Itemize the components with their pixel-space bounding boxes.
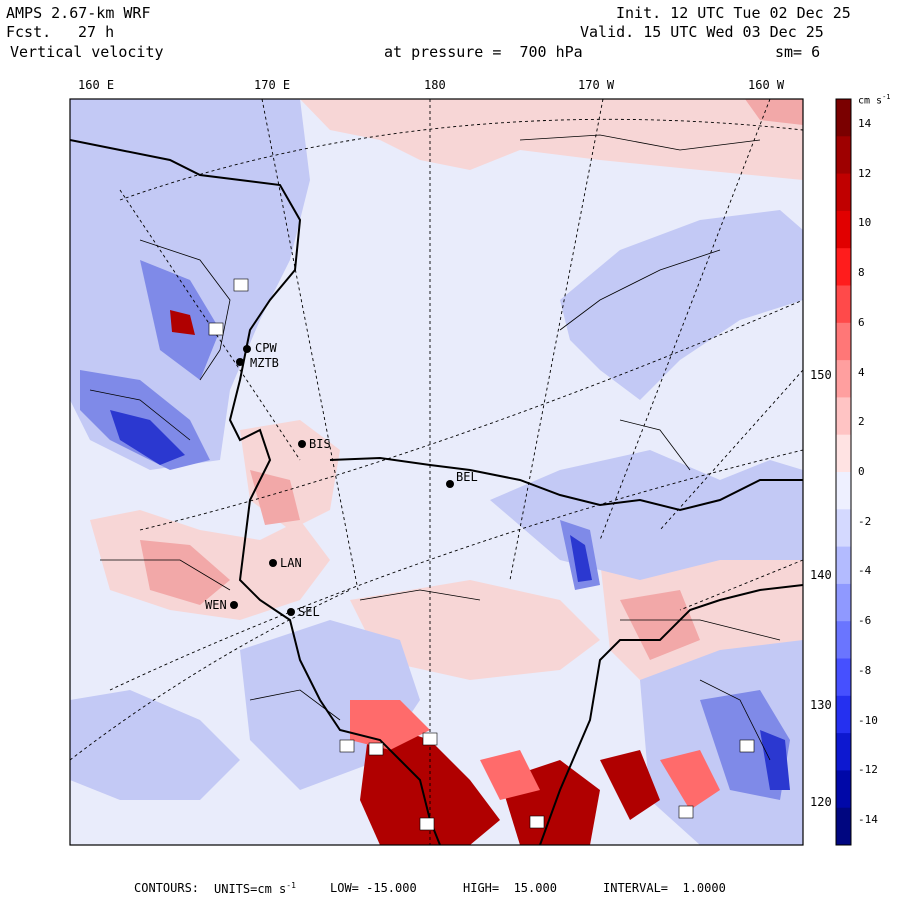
colorbar-segment	[836, 248, 851, 286]
colorbar-frame	[835, 98, 852, 846]
colorbar-units: cm s-1	[858, 93, 891, 107]
field-name: Vertical velocity	[10, 43, 164, 61]
colorbar-segment	[836, 136, 851, 175]
forecast-label: Fcst.	[6, 23, 52, 41]
colorbar-label: -8	[858, 663, 872, 677]
contour-label-boxes	[208, 278, 755, 831]
valid-time: Valid. 15 UTC Wed 03 Dec 25	[580, 23, 824, 41]
graticule	[70, 99, 803, 845]
coastline	[70, 139, 803, 845]
footer-contours: CONTOURS:	[134, 881, 200, 895]
colorbar-label: -10	[858, 713, 878, 727]
lon-label-160w: 160 W	[748, 78, 785, 92]
map-frame	[69, 98, 804, 846]
colorbar-label: 8	[858, 266, 865, 280]
colorbar-label: -12	[858, 763, 878, 777]
colorbar-label: -14	[858, 813, 878, 827]
lon-label-170w: 170 W	[578, 78, 615, 92]
init-time: Init. 12 UTC Tue 02 Dec 25	[616, 4, 851, 22]
colorbar-segment	[836, 770, 851, 809]
positive-regions	[90, 99, 803, 720]
colorbar-label: -2	[858, 514, 872, 528]
colorbar-label: -6	[858, 614, 872, 628]
colorbar-segment	[836, 621, 851, 659]
colorbar-segment	[836, 210, 851, 249]
colorbar-label: 14	[858, 116, 872, 130]
station-dot-lan	[269, 559, 277, 567]
station-dot-cpw	[243, 345, 251, 353]
lon-label-170e: 170 E	[254, 78, 291, 92]
station-cpw: CPW	[255, 341, 277, 355]
footer-interval: INTERVAL= 1.0000	[603, 881, 726, 895]
station-sel: SEL	[298, 605, 320, 619]
lon-label-160e: 160 E	[78, 78, 115, 92]
colorbar-segment	[836, 658, 851, 697]
colorbar-label: 12	[858, 166, 872, 180]
station-bis: BIS	[309, 437, 331, 451]
station-bel: BEL	[456, 470, 478, 484]
map-field	[70, 99, 803, 845]
colorbar-label: 4	[858, 365, 865, 379]
colorbar-label: 6	[858, 315, 865, 329]
forecast-hours: 27 h	[78, 23, 115, 41]
strong-updraft-cores	[110, 410, 790, 790]
station-dot-wen	[230, 601, 238, 609]
colorbar-segment	[836, 99, 851, 137]
colorbar-segments	[836, 99, 851, 846]
colorbar-segment	[836, 807, 851, 846]
positive-cores	[140, 99, 803, 660]
colorbar-label: 10	[858, 216, 872, 230]
colorbar-segment	[836, 434, 851, 473]
station-dot-bel	[446, 480, 454, 488]
footer-low: LOW= -15.000	[330, 881, 417, 895]
colorbar-segment	[836, 583, 851, 622]
colorbar-segment	[836, 695, 851, 734]
pressure-level: at pressure = 700 hPa	[384, 43, 583, 61]
colorbar-label: -4	[858, 564, 872, 578]
smoothing-value: sm= 6	[775, 43, 821, 61]
station-wen: WEN	[205, 598, 227, 612]
station-dot-bis	[298, 440, 306, 448]
station-dot-mztb	[236, 358, 244, 366]
colorbar-segment	[836, 285, 851, 324]
lon-label-180: 180	[424, 78, 446, 92]
station-lan: LAN	[280, 556, 302, 570]
colorbar-segment	[836, 546, 851, 585]
colorbar-label: 0	[858, 465, 865, 478]
colorbar-segment	[836, 733, 851, 771]
colorbar-segment	[836, 173, 851, 212]
contour-lines	[89, 134, 781, 761]
colorbar-label: 2	[858, 415, 865, 429]
footer-high: HIGH= 15.000	[463, 881, 557, 895]
colorbar-segment	[836, 322, 851, 361]
colorbar-segment	[836, 360, 851, 398]
colorbar-segment	[836, 472, 851, 510]
colorbar-segment	[836, 397, 851, 436]
station-dot-sel	[287, 608, 295, 616]
station-markers	[230, 345, 454, 616]
model-title: AMPS 2.67-km WRF	[6, 4, 151, 22]
footer-units: UNITS=cm s-1	[214, 881, 296, 896]
colorbar-segment	[836, 509, 851, 548]
station-mztb: MZTB	[250, 356, 279, 370]
